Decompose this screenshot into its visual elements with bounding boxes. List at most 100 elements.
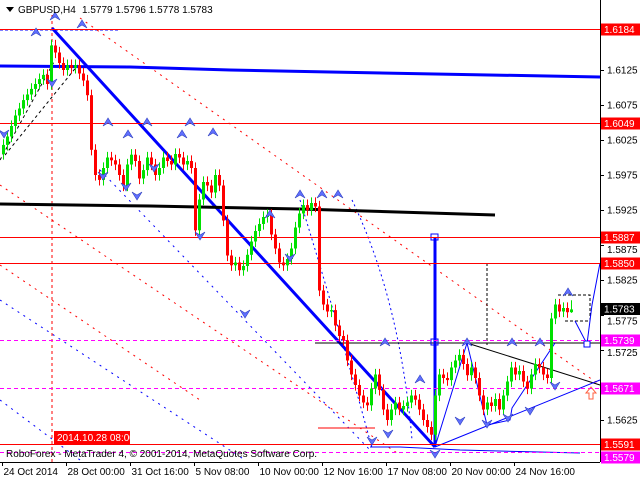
level-label-bg bbox=[601, 231, 640, 244]
channel-red-upper bbox=[79, 17, 601, 386]
level-label-bg bbox=[601, 257, 640, 270]
candle-body bbox=[222, 185, 225, 221]
candle-body bbox=[22, 100, 25, 109]
candle-body bbox=[158, 168, 161, 175]
candle-body bbox=[206, 182, 209, 186]
candle-body bbox=[450, 367, 453, 381]
target-handle-mid[interactable] bbox=[430, 338, 439, 346]
candle-body bbox=[2, 144, 5, 154]
candle-body bbox=[362, 395, 365, 403]
candle-body bbox=[290, 248, 293, 259]
black-dashed-up-1 bbox=[0, 59, 56, 161]
x-tick-label: 24 Nov 16:00 bbox=[516, 467, 576, 478]
candle-body bbox=[514, 367, 517, 375]
candle-body bbox=[150, 157, 153, 165]
candle-body bbox=[542, 367, 545, 375]
candle-body bbox=[446, 378, 449, 381]
candle-body bbox=[478, 378, 481, 396]
candle-body bbox=[10, 126, 13, 137]
candle-body bbox=[530, 374, 533, 389]
horizontal-levels bbox=[0, 29, 600, 453]
y-tick-label: 1.5825 bbox=[607, 276, 638, 287]
candle-body bbox=[414, 395, 417, 400]
fractal-down-icon bbox=[148, 163, 160, 173]
candle-body bbox=[242, 266, 245, 271]
candle-body bbox=[270, 214, 273, 235]
level-label-bg bbox=[601, 334, 640, 347]
candle-body bbox=[70, 65, 73, 68]
candle-body bbox=[58, 52, 61, 63]
fractal-down-icon bbox=[239, 309, 251, 319]
candle-body bbox=[262, 217, 265, 224]
candle-body bbox=[370, 388, 373, 406]
fractal-down-icon bbox=[194, 231, 206, 241]
candle-body bbox=[98, 175, 101, 180]
fractal-markers bbox=[0, 11, 574, 459]
cursor-date-background bbox=[54, 431, 130, 444]
current-price-label-bg bbox=[601, 303, 640, 315]
fractal-down-icon bbox=[0, 129, 10, 139]
candle-body bbox=[66, 65, 69, 70]
candle-body bbox=[14, 115, 17, 126]
candle-body bbox=[510, 367, 513, 382]
candle-body bbox=[146, 157, 149, 171]
candle-body bbox=[322, 290, 325, 305]
candle-body bbox=[562, 308, 565, 312]
chart-symbol: GBPUSD,H4 bbox=[18, 5, 76, 16]
forecast-box bbox=[558, 294, 591, 322]
y-tick-label: 1.6025 bbox=[607, 136, 638, 147]
y-tick-label: 1.5875 bbox=[607, 245, 638, 256]
candle-body bbox=[314, 203, 317, 207]
candle-body bbox=[130, 154, 133, 165]
level-label: 1.5671 bbox=[604, 384, 635, 395]
candle-body bbox=[138, 161, 141, 179]
fractal-up-icon bbox=[176, 129, 188, 139]
level-label: 1.5591 bbox=[604, 440, 635, 451]
candle-body bbox=[334, 310, 337, 326]
fractal-up-icon bbox=[461, 337, 473, 347]
price-axis[interactable]: 1.61251.60751.60251.59751.59251.58751.58… bbox=[600, 66, 638, 427]
candle-body bbox=[166, 157, 169, 161]
candle-body bbox=[230, 255, 233, 266]
candle-body bbox=[78, 65, 81, 74]
level-label: 1.6184 bbox=[604, 25, 635, 36]
candle-body bbox=[106, 157, 109, 168]
copyright-text: RoboForex - MetaTrader 4, © 2001-2014, M… bbox=[6, 449, 317, 460]
candle-body bbox=[570, 309, 573, 313]
y-tick-label: 1.6075 bbox=[607, 101, 638, 112]
time-axis[interactable]: 24 Oct 2014 28 Oct 00:00 31 Oct 16:00 5 Nov… bbox=[2, 462, 576, 478]
candle-body bbox=[346, 340, 349, 361]
candle-body bbox=[490, 402, 493, 406]
candle-body bbox=[298, 213, 301, 228]
fractal-down-icon bbox=[284, 253, 296, 263]
candle-body bbox=[378, 374, 381, 390]
candle-body bbox=[326, 304, 329, 312]
level-label-bg bbox=[601, 438, 640, 451]
candle-body bbox=[318, 206, 321, 291]
fractal-down-icon bbox=[429, 449, 441, 459]
candle-body bbox=[470, 367, 473, 376]
candle-body bbox=[398, 402, 401, 410]
candle-body bbox=[94, 149, 97, 175]
y-tick-label: 1.5625 bbox=[607, 416, 638, 427]
candle-body bbox=[430, 427, 433, 435]
fractal-down-icon bbox=[454, 416, 466, 426]
x-tick-label: 12 Nov 16:00 bbox=[324, 467, 384, 478]
candle-body bbox=[546, 374, 549, 378]
candle-body bbox=[162, 157, 165, 168]
collapse-triangle-icon[interactable] bbox=[6, 7, 14, 12]
forecast-handle[interactable] bbox=[583, 340, 591, 348]
candle-body bbox=[50, 45, 53, 84]
trendline-blue-horizontal bbox=[0, 64, 601, 79]
x-tick-label: 10 Nov 00:00 bbox=[260, 467, 320, 478]
current-price-label: 1.5783 bbox=[604, 305, 635, 316]
black-dashed-up-2 bbox=[4, 64, 79, 156]
fractal-down-icon bbox=[502, 413, 514, 423]
candle-body bbox=[358, 385, 361, 396]
candle-body bbox=[354, 374, 357, 385]
candle-body bbox=[422, 409, 425, 420]
candle-body bbox=[178, 154, 181, 158]
candle-body bbox=[518, 371, 521, 375]
candle-body bbox=[390, 409, 393, 420]
